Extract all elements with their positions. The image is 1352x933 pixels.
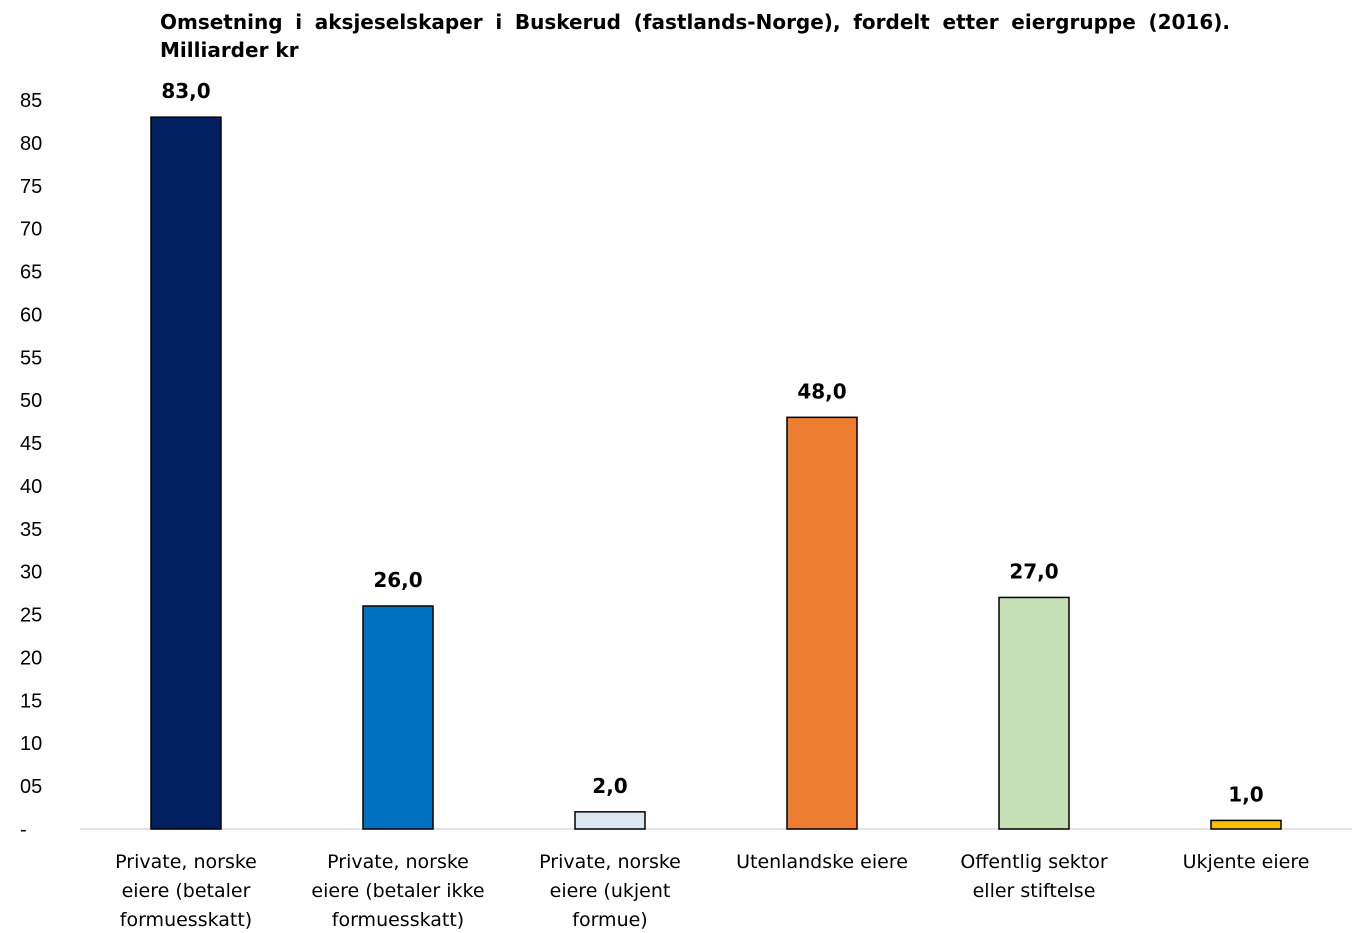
y-tick-label: 70 bbox=[20, 219, 42, 241]
chart-title: Omsetning i aksjeselskaper i Buskerud (f… bbox=[160, 10, 1230, 62]
y-tick-label: 55 bbox=[20, 347, 42, 369]
data-label: 1,0 bbox=[1228, 782, 1263, 806]
x-tick-label: Ukjente eiere bbox=[1183, 851, 1310, 873]
x-tick-label: Private, norske eiere (betaler ikke formue… bbox=[311, 851, 484, 931]
bar bbox=[362, 605, 434, 830]
data-label: 48,0 bbox=[797, 379, 846, 403]
y-tick-label: - bbox=[20, 819, 27, 841]
y-tick-label: 15 bbox=[20, 690, 42, 712]
bar bbox=[1210, 819, 1282, 830]
y-tick-label: 35 bbox=[20, 519, 42, 541]
y-tick-label: 10 bbox=[20, 733, 42, 755]
data-label: 83,0 bbox=[161, 79, 210, 103]
data-label: 2,0 bbox=[592, 774, 627, 798]
x-tick-label: Offentlig sektor eller stiftelse bbox=[960, 851, 1108, 902]
x-tick-label: Private, norske eiere (betaler formuesskat… bbox=[115, 851, 257, 931]
y-tick-label: 05 bbox=[20, 776, 42, 798]
y-axis: - 05 10 15 20 25 30 35 40 45 50 55 60 65 70 75 80 85 bbox=[20, 90, 42, 841]
data-label: 26,0 bbox=[373, 568, 422, 592]
data-label: 27,0 bbox=[1009, 559, 1058, 583]
data-labels: 83,0 26,0 2,0 48,0 27,0 1,0 bbox=[161, 79, 1263, 806]
x-tick-label: Private, norske eiere (ukjent formue) bbox=[539, 851, 681, 931]
y-tick-label: 65 bbox=[20, 262, 42, 284]
y-tick-label: 60 bbox=[20, 304, 42, 326]
bars bbox=[150, 116, 1282, 830]
y-tick-label: 40 bbox=[20, 476, 42, 498]
y-tick-label: 50 bbox=[20, 390, 42, 412]
y-tick-label: 75 bbox=[20, 176, 42, 198]
x-tick-label: Utenlandske eiere bbox=[736, 851, 908, 873]
y-tick-label: 30 bbox=[20, 562, 42, 584]
y-tick-label: 45 bbox=[20, 433, 42, 455]
y-tick-label: 85 bbox=[20, 90, 42, 112]
y-tick-label: 80 bbox=[20, 133, 42, 155]
bar bbox=[786, 416, 858, 830]
y-tick-label: 25 bbox=[20, 605, 42, 627]
bar bbox=[998, 596, 1070, 830]
bar bbox=[574, 811, 646, 830]
y-tick-label: 20 bbox=[20, 647, 42, 669]
x-axis-labels: Private, norske eiere (betaler formuesskat… bbox=[115, 851, 1309, 931]
bar bbox=[150, 116, 222, 830]
